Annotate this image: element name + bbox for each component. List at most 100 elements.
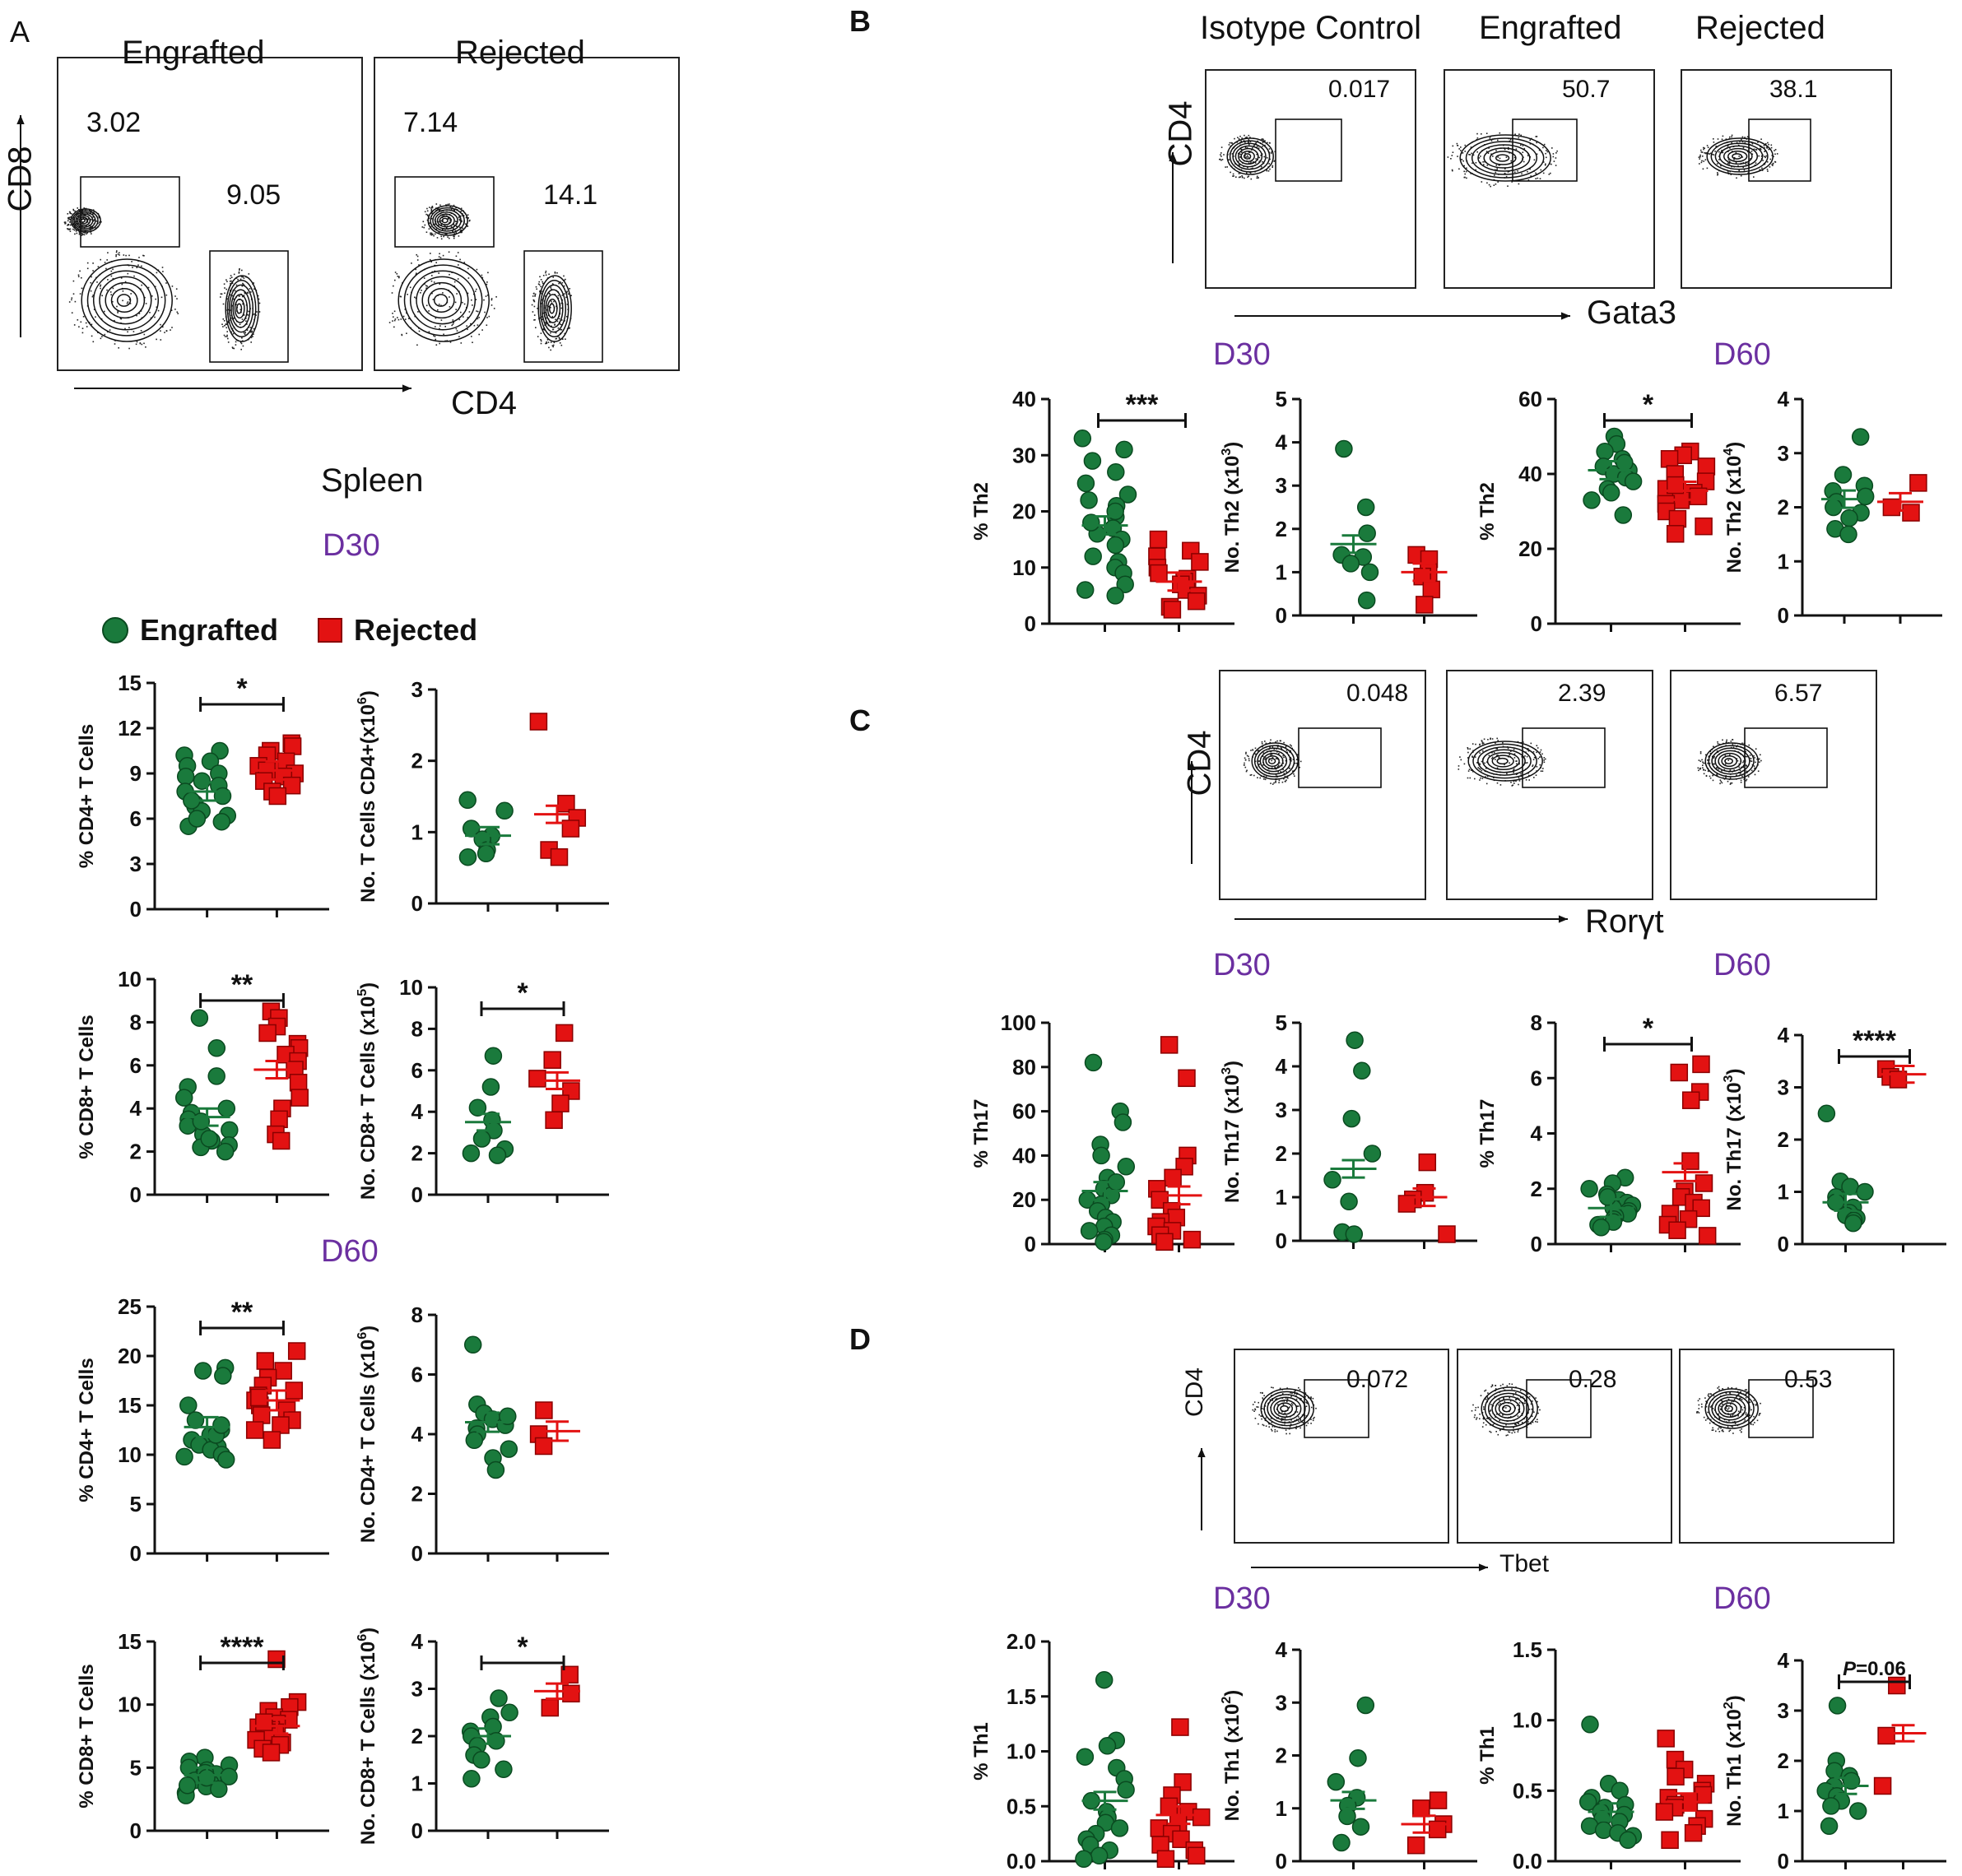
flow-event-dot bbox=[1472, 755, 1473, 757]
flow-event-dot bbox=[1733, 1399, 1736, 1400]
flow-event-dot bbox=[1700, 161, 1703, 164]
flow-event-dot bbox=[1697, 1400, 1699, 1402]
flow-event-dot bbox=[1499, 1419, 1500, 1422]
flow-event-dot bbox=[1771, 155, 1774, 156]
chart-point-engrafted bbox=[1844, 1214, 1862, 1233]
flow-event-dot bbox=[1482, 1418, 1485, 1420]
flow-event-dot bbox=[101, 336, 103, 337]
chart-y-tick-label: 6 bbox=[130, 1053, 142, 1078]
flow-event-dot bbox=[1499, 1399, 1500, 1401]
flow-contour bbox=[541, 284, 567, 333]
chart-point-engrafted bbox=[1351, 1818, 1370, 1836]
flow-event-dot bbox=[1736, 1395, 1738, 1397]
flow-event-dot bbox=[151, 295, 153, 297]
flow-event-dot bbox=[1737, 1391, 1739, 1393]
flow-event-dot bbox=[1718, 1418, 1721, 1420]
flow-event-dot bbox=[570, 295, 572, 296]
flow-contour bbox=[1489, 151, 1517, 165]
flow-event-dot bbox=[1530, 175, 1532, 177]
flow-event-dot bbox=[1252, 1404, 1254, 1405]
chart-y-tick-label: 0 bbox=[1778, 1232, 1789, 1256]
flow-event-dot bbox=[1452, 145, 1454, 147]
flow-event-dot bbox=[1746, 778, 1748, 781]
flow-event-dot bbox=[1746, 151, 1749, 153]
flow-event-dot bbox=[1490, 1424, 1491, 1426]
flow-event-dot bbox=[1742, 146, 1745, 149]
flow-event-dot bbox=[1744, 137, 1746, 138]
chart-y-tick-label: 30 bbox=[1012, 443, 1036, 467]
flow-event-dot bbox=[416, 255, 419, 258]
chart-point-engrafted bbox=[1080, 1222, 1099, 1240]
flow-event-dot bbox=[477, 324, 479, 326]
flow-event-dot bbox=[1539, 178, 1541, 179]
flow-event-dot bbox=[1464, 151, 1466, 152]
flow-event-dot bbox=[1531, 1408, 1533, 1410]
flow-event-dot bbox=[1542, 161, 1545, 163]
flow-event-dot bbox=[82, 234, 84, 235]
panel-label-b: B bbox=[849, 4, 871, 38]
flow-event-dot bbox=[239, 269, 240, 271]
flow-contour bbox=[1459, 134, 1551, 182]
flow-event-dot bbox=[1537, 747, 1539, 749]
flow-event-dot bbox=[1539, 764, 1541, 766]
flow-event-dot bbox=[560, 328, 562, 331]
chart-y-tick-label: 1.5 bbox=[1007, 1684, 1036, 1709]
flow-event-dot bbox=[115, 254, 117, 256]
flow-event-dot bbox=[233, 273, 235, 276]
chart-point-engrafted bbox=[1095, 1233, 1113, 1251]
flow-event-dot bbox=[131, 261, 133, 262]
flow-event-dot bbox=[1714, 151, 1716, 152]
flow-event-dot bbox=[540, 279, 542, 281]
flow-event-dot bbox=[77, 216, 80, 217]
flow-event-dot bbox=[453, 286, 456, 287]
flow-event-dot bbox=[81, 232, 82, 234]
flow-event-dot bbox=[141, 265, 142, 267]
flow-event-dot bbox=[1262, 160, 1263, 163]
flow-event-dot bbox=[1257, 750, 1259, 752]
chart-y-tick-label: 4 bbox=[1531, 1121, 1543, 1146]
flow-frame bbox=[1446, 670, 1653, 900]
flow-event-dot bbox=[144, 296, 146, 299]
flow-event-dot bbox=[545, 272, 546, 274]
flow-event-dot bbox=[1754, 757, 1755, 759]
flow-event-dot bbox=[1276, 758, 1278, 759]
flow-event-dot bbox=[1518, 1423, 1520, 1424]
flow-event-dot bbox=[1729, 136, 1731, 138]
flow-event-dot bbox=[255, 314, 257, 316]
flow-event-dot bbox=[1262, 745, 1263, 748]
chart-point-engrafted bbox=[495, 1760, 513, 1779]
chart-y-tick-label: 3 bbox=[1778, 441, 1789, 466]
flow-event-dot bbox=[467, 267, 469, 270]
flow-contour bbox=[1727, 150, 1748, 163]
chart-point-engrafted bbox=[212, 1416, 230, 1434]
flow-event-dot bbox=[537, 308, 538, 309]
chart-point-engrafted bbox=[458, 791, 477, 810]
flow-event-dot bbox=[1306, 1402, 1308, 1405]
flow-a-rejected-cd4-value: 14.1 bbox=[543, 179, 598, 211]
flow-event-dot bbox=[1741, 156, 1744, 158]
flow-event-dot bbox=[92, 213, 94, 215]
day-label-d-d60: D60 bbox=[1713, 1581, 1771, 1616]
flow-event-dot bbox=[1233, 175, 1234, 177]
flow-event-dot bbox=[433, 335, 435, 337]
flow-event-dot bbox=[227, 322, 230, 323]
flow-event-dot bbox=[449, 306, 451, 308]
flow-event-dot bbox=[1298, 1416, 1299, 1418]
flow-event-dot bbox=[1281, 764, 1283, 767]
flow-contour bbox=[1226, 137, 1274, 175]
flow-event-dot bbox=[1760, 148, 1762, 151]
flow-event-dot bbox=[1264, 1419, 1267, 1422]
chart-point-engrafted bbox=[207, 1067, 225, 1085]
flow-event-dot bbox=[145, 303, 147, 304]
flow-event-dot bbox=[1246, 172, 1248, 174]
chart-point-rejected bbox=[1164, 1168, 1182, 1187]
chart-y-tick-label: 2 bbox=[1778, 1748, 1789, 1773]
flow-event-dot bbox=[1512, 784, 1513, 787]
flow-event-dot bbox=[430, 225, 432, 228]
flow-event-dot bbox=[1479, 1418, 1481, 1420]
flow-event-dot bbox=[230, 277, 231, 280]
flow-event-dot bbox=[439, 325, 441, 327]
flow-event-dot bbox=[538, 284, 541, 286]
